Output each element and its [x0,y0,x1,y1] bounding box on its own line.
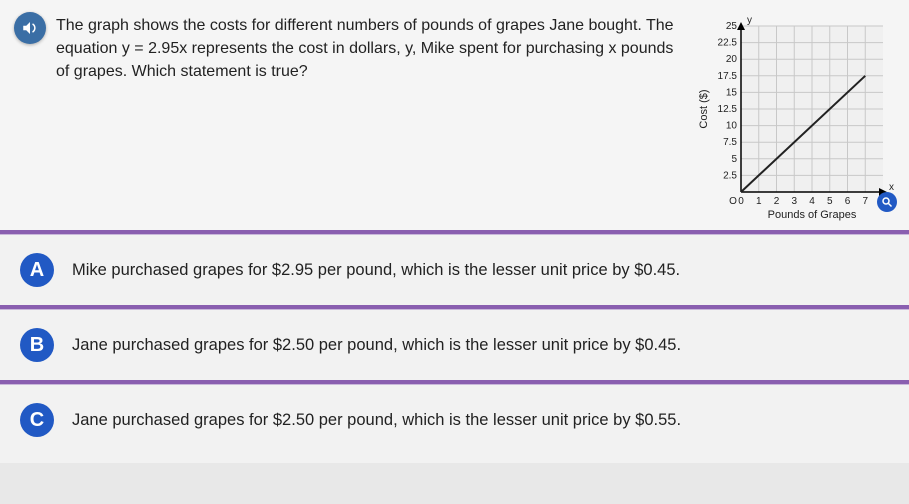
svg-text:y: y [747,15,752,26]
svg-text:0: 0 [738,196,744,207]
answer-text: Jane purchased grapes for $2.50 per poun… [72,411,681,430]
answer-option-b[interactable]: B Jane purchased grapes for $2.50 per po… [0,309,909,384]
cost-chart: 012345672.557.51012.51517.52022.525OPoun… [695,12,895,222]
svg-text:5: 5 [827,196,833,207]
audio-button[interactable] [14,12,46,44]
answer-list: A Mike purchased grapes for $2.95 per po… [0,234,909,463]
svg-text:4: 4 [809,196,815,207]
answer-text: Mike purchased grapes for $2.95 per poun… [72,261,680,280]
svg-text:12.5: 12.5 [718,104,738,115]
answer-badge: A [20,253,54,287]
chart-svg: 012345672.557.51012.51517.52022.525OPoun… [695,12,895,222]
svg-text:17.5: 17.5 [718,71,738,82]
svg-text:Cost ($): Cost ($) [698,89,710,128]
svg-text:2.5: 2.5 [723,170,737,181]
svg-text:1: 1 [756,196,762,207]
svg-text:25: 25 [726,21,738,32]
svg-text:5: 5 [731,154,737,165]
answer-option-c[interactable]: C Jane purchased grapes for $2.50 per po… [0,384,909,463]
answer-badge: C [20,403,54,437]
svg-text:7: 7 [862,196,868,207]
answer-text: Jane purchased grapes for $2.50 per poun… [72,336,681,355]
svg-text:15: 15 [726,87,738,98]
svg-text:O: O [729,196,737,207]
svg-text:6: 6 [845,196,851,207]
question-text: The graph shows the costs for different … [56,12,685,222]
answer-badge: B [20,328,54,362]
svg-text:x: x [889,182,894,193]
speaker-icon [21,19,39,37]
question-block: The graph shows the costs for different … [0,0,909,234]
svg-text:2: 2 [774,196,780,207]
svg-text:Pounds of Grapes: Pounds of Grapes [768,209,857,221]
svg-text:7.5: 7.5 [723,137,737,148]
svg-text:10: 10 [726,121,738,132]
magnify-icon [881,196,893,208]
svg-text:22.5: 22.5 [718,38,738,49]
svg-text:20: 20 [726,54,738,65]
answer-option-a[interactable]: A Mike purchased grapes for $2.95 per po… [0,234,909,309]
zoom-button[interactable] [877,192,897,212]
svg-text:3: 3 [791,196,797,207]
